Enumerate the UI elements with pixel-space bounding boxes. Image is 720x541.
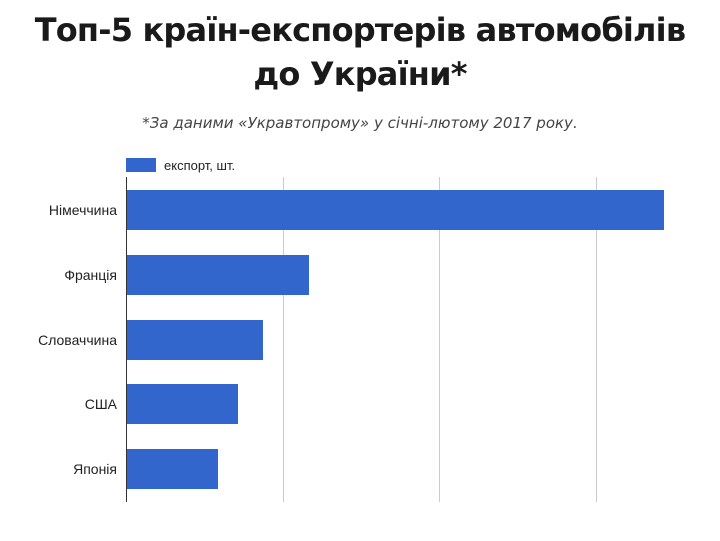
gridline (596, 177, 597, 502)
bar (127, 320, 263, 360)
category-label: Японія (73, 461, 117, 477)
bar (127, 190, 664, 230)
category-label: Франція (64, 267, 117, 283)
bar (127, 255, 309, 295)
chart-title-line-2: до України* (253, 55, 467, 93)
y-axis-line (126, 177, 127, 502)
legend: експорт, шт. (126, 157, 235, 173)
bar (127, 449, 218, 489)
category-label: Німеччина (48, 202, 117, 218)
bar (127, 384, 238, 424)
chart-title-line-1: Топ-5 країн-експортерів автомобілів (34, 11, 686, 49)
category-label: Словаччина (38, 332, 117, 348)
gridline (283, 177, 284, 502)
chart-title: Топ-5 країн-експортерів автомобілів до У… (0, 8, 720, 96)
legend-swatch (126, 158, 156, 172)
gridline (439, 177, 440, 502)
category-label: США (84, 396, 117, 412)
chart-subtitle: *За даними «Укравтопрому» у січні-лютому… (142, 114, 578, 132)
legend-label: експорт, шт. (164, 157, 236, 173)
